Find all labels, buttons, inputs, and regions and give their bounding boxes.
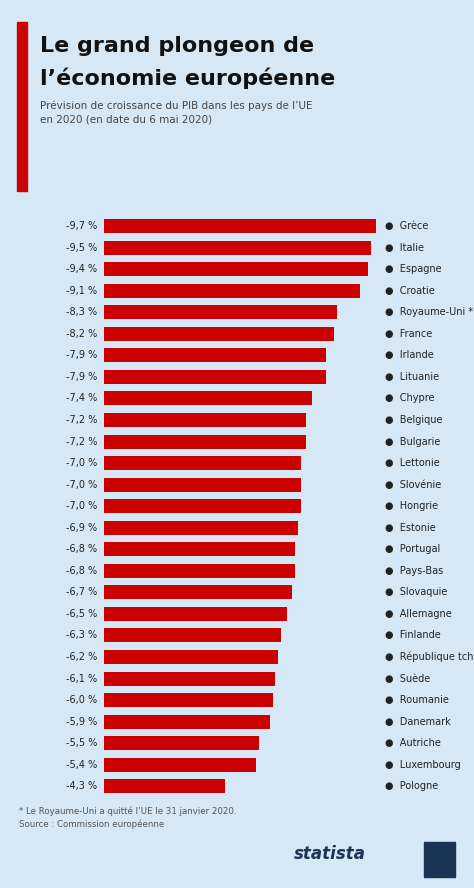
Bar	[104, 434, 306, 448]
Text: ●  France: ● France	[384, 329, 432, 339]
Text: -5,4 %: -5,4 %	[66, 760, 97, 770]
Text: ●  Suède: ● Suède	[384, 673, 430, 684]
Text: -9,5 %: -9,5 %	[66, 242, 97, 252]
Bar	[104, 305, 337, 320]
Text: ●  Danemark: ● Danemark	[384, 717, 450, 726]
Text: ●  Autriche: ● Autriche	[384, 738, 440, 749]
Text: -6,3 %: -6,3 %	[66, 630, 97, 640]
Text: -7,0 %: -7,0 %	[66, 458, 97, 468]
Text: ●  Estonie: ● Estonie	[384, 523, 436, 533]
Text: -9,1 %: -9,1 %	[66, 286, 97, 296]
Bar	[104, 219, 376, 233]
Text: -5,5 %: -5,5 %	[66, 738, 97, 749]
Text: ●  Portugal: ● Portugal	[384, 544, 440, 554]
Bar	[104, 736, 259, 750]
Bar	[104, 564, 295, 578]
Text: ●  Slovaquie: ● Slovaquie	[384, 587, 447, 598]
Text: -6,0 %: -6,0 %	[66, 695, 97, 705]
Text: -6,5 %: -6,5 %	[66, 609, 97, 619]
Text: ●  Slovénie: ● Slovénie	[384, 480, 441, 489]
Text: -9,4 %: -9,4 %	[66, 264, 97, 274]
Text: ●  Bulgarie: ● Bulgarie	[384, 437, 440, 447]
Text: statista: statista	[294, 845, 366, 863]
Text: -6,8 %: -6,8 %	[66, 566, 97, 575]
Text: ●  Irlande: ● Irlande	[384, 351, 433, 361]
Text: * Le Royaume-Uni a quitté l’UE le 31 janvier 2020.
Source : Commission européenn: * Le Royaume-Uni a quitté l’UE le 31 jan…	[19, 806, 237, 829]
Bar	[104, 456, 301, 470]
Bar	[104, 585, 292, 599]
Text: ●  Allemagne: ● Allemagne	[384, 609, 451, 619]
Text: ●  Hongrie: ● Hongrie	[384, 501, 438, 511]
Bar	[104, 478, 301, 492]
Bar	[104, 650, 278, 664]
Text: ●  Italie: ● Italie	[384, 242, 424, 252]
Bar	[104, 283, 360, 297]
Text: ●  Croatie: ● Croatie	[384, 286, 434, 296]
Text: -7,2 %: -7,2 %	[66, 437, 97, 447]
Text: -4,3 %: -4,3 %	[66, 781, 97, 791]
Text: -7,2 %: -7,2 %	[66, 415, 97, 425]
Text: -7,0 %: -7,0 %	[66, 501, 97, 511]
Text: ●  Lituanie: ● Lituanie	[384, 372, 439, 382]
Text: l’économie européenne: l’économie européenne	[40, 67, 336, 89]
Text: ●  Lettonie: ● Lettonie	[384, 458, 439, 468]
Bar	[104, 780, 225, 793]
Text: ●  Roumanie: ● Roumanie	[384, 695, 448, 705]
Text: ●  Belgique: ● Belgique	[384, 415, 442, 425]
Bar	[104, 715, 270, 729]
Text: -5,9 %: -5,9 %	[66, 717, 97, 726]
Bar	[104, 327, 334, 341]
Text: ●  Pays-Bas: ● Pays-Bas	[384, 566, 443, 575]
Text: -7,9 %: -7,9 %	[66, 372, 97, 382]
Text: -8,3 %: -8,3 %	[66, 307, 97, 317]
Bar	[104, 520, 298, 535]
Text: -6,1 %: -6,1 %	[66, 673, 97, 684]
Bar	[104, 348, 326, 362]
Bar	[104, 392, 312, 406]
Text: Le grand plongeon de: Le grand plongeon de	[40, 36, 314, 56]
Text: -8,2 %: -8,2 %	[66, 329, 97, 339]
Text: -6,9 %: -6,9 %	[66, 523, 97, 533]
Bar	[104, 262, 368, 276]
Text: ●  Royaume-Uni *: ● Royaume-Uni *	[384, 307, 473, 317]
Text: ●  Grèce: ● Grèce	[384, 221, 428, 231]
Text: /: /	[436, 842, 444, 860]
Bar	[104, 757, 256, 772]
Text: ●  Pologne: ● Pologne	[384, 781, 438, 791]
Bar	[104, 413, 306, 427]
Text: -6,2 %: -6,2 %	[66, 652, 97, 662]
Text: ●  Espagne: ● Espagne	[384, 264, 441, 274]
Bar	[104, 693, 273, 707]
Text: ●  République tchèque: ● République tchèque	[384, 652, 474, 662]
Bar	[104, 629, 281, 642]
Text: -7,9 %: -7,9 %	[66, 351, 97, 361]
Text: -6,8 %: -6,8 %	[66, 544, 97, 554]
Text: ●  Chypre: ● Chypre	[384, 393, 434, 403]
Bar	[104, 543, 295, 556]
Bar	[104, 370, 326, 384]
Bar	[104, 671, 275, 686]
Text: Prévision de croissance du PIB dans les pays de l’UE
en 2020 (en date du 6 mai 2: Prévision de croissance du PIB dans les …	[40, 100, 313, 125]
Text: -6,7 %: -6,7 %	[66, 587, 97, 598]
Bar	[104, 241, 371, 255]
Text: ●  Luxembourg: ● Luxembourg	[384, 760, 460, 770]
Text: ●  Finlande: ● Finlande	[384, 630, 440, 640]
Bar	[104, 607, 287, 621]
Text: -9,7 %: -9,7 %	[66, 221, 97, 231]
Text: -7,0 %: -7,0 %	[66, 480, 97, 489]
Text: -7,4 %: -7,4 %	[66, 393, 97, 403]
Bar	[104, 499, 301, 513]
